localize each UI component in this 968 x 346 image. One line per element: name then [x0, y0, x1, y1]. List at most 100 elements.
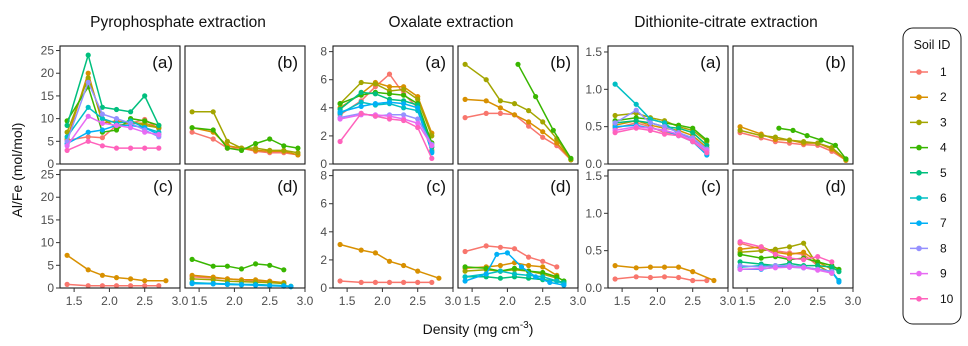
- x-tick-label: 2.0: [374, 294, 391, 308]
- data-point: [415, 124, 421, 131]
- data-point: [647, 264, 654, 270]
- data-point: [64, 143, 70, 149]
- data-point: [612, 130, 618, 136]
- data-point: [189, 280, 195, 287]
- y-tick-label: 10: [41, 236, 55, 250]
- data-point: [801, 257, 807, 263]
- data-point: [401, 262, 407, 269]
- data-point: [281, 147, 287, 153]
- data-point: [758, 255, 764, 261]
- panel-0-0: (a) 0 5 10 15 20 25: [41, 44, 181, 171]
- data-point: [337, 278, 343, 284]
- y-tick-label: 0.0: [585, 281, 602, 295]
- panel-tag: (a): [152, 53, 173, 72]
- data-point: [511, 271, 518, 277]
- panel-tag: (c): [701, 177, 721, 196]
- data-point: [737, 127, 743, 133]
- data-point: [690, 139, 696, 145]
- data-point: [497, 244, 503, 250]
- data-point: [358, 279, 364, 285]
- data-point: [358, 103, 364, 109]
- data-point: [661, 124, 668, 130]
- data-point: [836, 279, 842, 285]
- panel-1-3: (d) 1.5 2.0 2.5 3.0: [457, 169, 587, 308]
- column-title: Pyrophosphate extraction: [90, 14, 266, 31]
- data-point: [142, 145, 148, 151]
- column-title: Oxalate extraction: [389, 14, 514, 31]
- y-tick-label: 6: [320, 197, 327, 211]
- data-point: [540, 134, 546, 140]
- data-point: [372, 91, 378, 97]
- data-point: [99, 116, 105, 122]
- y-tick-label: 10: [41, 112, 55, 126]
- panel-1-1: (b): [457, 45, 579, 165]
- data-point: [526, 262, 532, 269]
- data-point: [85, 134, 91, 140]
- x-tick-label: 1.5: [739, 294, 756, 308]
- data-point: [497, 262, 503, 269]
- panel-tag: (c): [426, 177, 446, 196]
- data-point: [554, 274, 560, 280]
- data-point: [504, 250, 510, 256]
- data-point: [547, 279, 553, 285]
- panel-tag: (a): [425, 53, 446, 72]
- panel-frame: [607, 45, 729, 165]
- y-axis-label: Al/Fe (mol/mol): [9, 123, 25, 218]
- panel-frame: [732, 169, 854, 289]
- data-point: [661, 264, 668, 270]
- data-point: [253, 261, 259, 267]
- data-point: [612, 276, 618, 282]
- x-tick-label: 1.5: [191, 294, 208, 308]
- data-point: [85, 113, 91, 119]
- data-point: [462, 96, 468, 102]
- data-point: [156, 131, 162, 138]
- x-axis-label-tail: ): [529, 321, 534, 337]
- data-point: [267, 147, 273, 153]
- data-point: [786, 251, 793, 257]
- data-point: [386, 91, 393, 97]
- y-tick-label: 4: [320, 101, 327, 115]
- data-point: [815, 140, 821, 146]
- data-point: [533, 94, 539, 100]
- y-tick-label: 0: [320, 157, 327, 171]
- data-point: [128, 145, 134, 151]
- data-point: [99, 283, 105, 289]
- data-point: [786, 244, 793, 250]
- data-point: [156, 283, 162, 289]
- data-point: [238, 266, 245, 272]
- panel-0-3: (d) 1.5 2.0 2.5 3.0: [184, 169, 314, 308]
- legend-swatch-point: [916, 69, 922, 75]
- x-tick-label: 2.5: [684, 294, 701, 308]
- data-point: [99, 135, 105, 141]
- data-point: [829, 264, 835, 270]
- data-point: [295, 150, 301, 156]
- data-point: [704, 137, 710, 143]
- data-point: [533, 274, 539, 280]
- data-point: [281, 143, 287, 149]
- data-point: [737, 263, 743, 269]
- data-point: [818, 137, 824, 143]
- data-point: [540, 274, 546, 280]
- x-tick-label: 2.5: [261, 294, 278, 308]
- data-point: [511, 265, 518, 271]
- data-point: [99, 143, 105, 149]
- data-point: [661, 131, 668, 137]
- data-point: [815, 259, 821, 265]
- legend-swatch-point: [916, 220, 922, 226]
- data-point: [85, 70, 91, 76]
- data-point: [358, 79, 364, 86]
- data-point: [386, 258, 393, 264]
- legend-swatch-point: [916, 94, 922, 100]
- data-point: [267, 262, 273, 268]
- panel-tag: (b): [550, 53, 571, 72]
- y-tick-label: 2: [320, 253, 327, 267]
- x-tick-label: 3.0: [172, 294, 189, 308]
- x-axis-label-main: Density (mg cm: [423, 321, 520, 337]
- legend-label: 4: [940, 141, 947, 155]
- data-point: [189, 109, 195, 115]
- panel-tag: (c): [153, 177, 173, 196]
- data-point: [661, 274, 668, 280]
- x-tick-label: 2.0: [226, 294, 243, 308]
- data-point: [497, 105, 503, 111]
